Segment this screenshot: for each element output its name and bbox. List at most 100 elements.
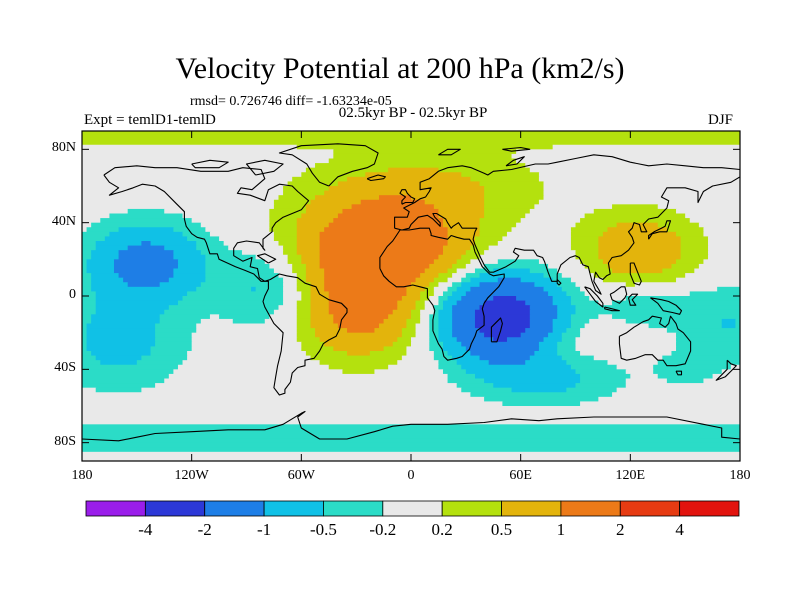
contour-cell bbox=[315, 195, 380, 201]
contour-cell bbox=[283, 300, 298, 306]
contour-cell bbox=[301, 254, 321, 260]
contour-cell bbox=[296, 337, 321, 343]
contour-cell bbox=[470, 176, 540, 183]
contour-cell bbox=[662, 355, 740, 361]
contour-cell bbox=[420, 314, 430, 320]
coastline-path bbox=[366, 174, 386, 182]
contour-cell bbox=[319, 337, 398, 343]
contour-cell bbox=[612, 392, 740, 398]
contour-cell bbox=[296, 305, 312, 311]
coastline-path bbox=[502, 146, 531, 152]
contour-cell bbox=[447, 296, 462, 302]
contour-cell bbox=[566, 291, 586, 297]
contour-cell bbox=[438, 328, 453, 334]
contour-cell bbox=[173, 227, 206, 233]
contour-cell bbox=[209, 314, 220, 320]
contour-cell bbox=[685, 273, 740, 279]
contour-cell bbox=[397, 300, 417, 306]
contour-cell bbox=[433, 305, 444, 311]
contour-cell bbox=[438, 323, 453, 329]
coastline-path bbox=[245, 159, 284, 176]
contour-cell bbox=[296, 300, 312, 306]
contour-cell bbox=[424, 199, 485, 205]
contour-cell bbox=[328, 222, 444, 228]
contour-cell bbox=[598, 300, 613, 306]
contour-cell bbox=[676, 337, 740, 343]
contour-cell bbox=[187, 291, 284, 297]
contour-cell bbox=[703, 227, 740, 233]
contour-cell bbox=[703, 259, 740, 265]
contour-cell bbox=[465, 273, 481, 279]
contour-cell bbox=[82, 392, 471, 398]
contour-cell bbox=[589, 318, 627, 325]
contour-cell bbox=[401, 328, 417, 334]
contour-cell bbox=[347, 328, 376, 334]
contour-cell bbox=[278, 195, 316, 201]
contour-cell bbox=[438, 273, 453, 279]
contour-cell bbox=[82, 250, 92, 256]
contour-cell bbox=[680, 254, 709, 260]
contour-cell bbox=[552, 323, 572, 329]
contour-cell bbox=[671, 351, 740, 357]
contour-cell bbox=[223, 241, 280, 247]
contour-cell bbox=[82, 208, 129, 215]
contour-cell bbox=[497, 259, 540, 265]
contour-cell bbox=[484, 186, 545, 192]
contour-cell bbox=[438, 309, 453, 315]
contour-cell bbox=[452, 263, 467, 270]
chart-title: Velocity Potential at 200 hPa (km2/s) bbox=[175, 52, 625, 85]
contour-cell bbox=[95, 305, 170, 311]
contour-cell bbox=[82, 401, 503, 407]
contour-cell bbox=[452, 273, 467, 279]
contour-cell bbox=[561, 332, 581, 338]
contour-cell bbox=[438, 213, 485, 219]
contour-cell bbox=[653, 364, 732, 370]
contour-cell bbox=[168, 373, 449, 380]
contour-cell bbox=[91, 273, 120, 279]
contour-cell bbox=[319, 241, 449, 247]
contour-cell bbox=[82, 438, 740, 444]
contour-cell bbox=[219, 314, 270, 320]
contour-cell bbox=[479, 227, 513, 233]
contour-cell bbox=[296, 328, 316, 334]
contour-cell bbox=[580, 332, 677, 338]
contour-cell bbox=[657, 373, 714, 380]
contour-cell bbox=[182, 360, 321, 366]
contour-cell bbox=[557, 282, 577, 288]
contour-cell bbox=[95, 309, 165, 315]
contour-cell bbox=[287, 254, 302, 260]
contour-cell bbox=[520, 277, 554, 283]
contour-cell bbox=[561, 355, 595, 361]
contour-cell bbox=[95, 291, 188, 297]
contour-cell bbox=[205, 254, 257, 260]
contour-cell bbox=[296, 282, 312, 288]
contour-cell bbox=[484, 263, 549, 270]
contour-cell bbox=[452, 309, 476, 315]
contour-cell bbox=[392, 341, 412, 348]
contour-cell bbox=[155, 341, 193, 348]
contour-cell bbox=[474, 373, 581, 380]
coastline-path bbox=[438, 148, 461, 156]
contour-cell bbox=[529, 318, 554, 325]
contour-cell bbox=[95, 355, 142, 361]
contour-cell bbox=[438, 318, 453, 325]
contour-cell bbox=[552, 318, 572, 325]
contour-cell bbox=[712, 373, 740, 380]
contour-cell bbox=[401, 296, 421, 302]
contour-cell bbox=[82, 163, 316, 169]
contour-cell bbox=[612, 204, 659, 210]
contour-cell bbox=[283, 250, 298, 256]
contour-cell bbox=[580, 378, 627, 384]
contour-cell bbox=[580, 286, 718, 293]
contour-cell bbox=[602, 231, 677, 238]
contour-cell bbox=[296, 309, 312, 315]
contour-cell bbox=[470, 392, 613, 398]
contour-cell bbox=[461, 254, 481, 260]
contour-cell bbox=[680, 245, 709, 251]
contour-cell bbox=[470, 286, 545, 293]
contour-cell bbox=[82, 273, 92, 279]
contour-cell bbox=[219, 236, 275, 242]
colorbar-label: 0.2 bbox=[431, 520, 453, 539]
contour-cell bbox=[150, 346, 193, 352]
contour-cell bbox=[82, 383, 156, 389]
